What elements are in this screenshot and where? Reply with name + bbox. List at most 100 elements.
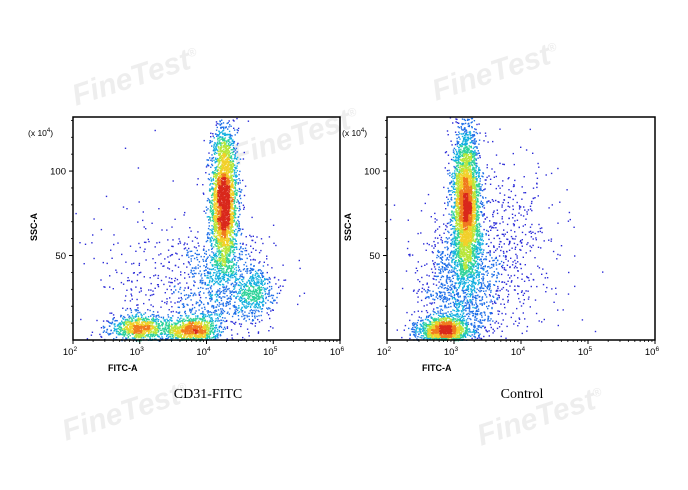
data-point — [206, 164, 208, 167]
data-point — [193, 275, 195, 278]
data-point — [199, 265, 201, 268]
data-point — [133, 332, 136, 334]
data-point — [216, 201, 218, 203]
data-point — [182, 326, 184, 328]
data-point — [128, 329, 130, 331]
data-point — [210, 329, 212, 332]
data-point — [235, 263, 237, 266]
data-point — [188, 256, 190, 258]
data-point — [149, 332, 152, 334]
data-point — [204, 336, 206, 338]
data-point — [244, 290, 246, 292]
data-point — [216, 227, 218, 229]
data-point — [208, 314, 210, 316]
data-point — [229, 164, 231, 166]
data-point — [195, 315, 197, 317]
data-point — [221, 172, 223, 174]
data-point — [206, 233, 208, 236]
data-point — [126, 325, 128, 327]
data-point — [250, 251, 253, 253]
data-point — [199, 313, 202, 315]
data-point — [219, 259, 221, 261]
data-point — [223, 152, 225, 154]
data-point — [232, 196, 234, 199]
data-point — [177, 322, 179, 325]
data-point — [230, 269, 233, 271]
data-point — [227, 149, 229, 151]
data-point — [116, 320, 118, 322]
data-point — [131, 281, 133, 283]
data-point — [232, 208, 234, 210]
data-point — [233, 295, 235, 297]
data-point — [221, 242, 223, 244]
data-point — [220, 126, 222, 129]
data-point — [268, 276, 271, 279]
data-point — [136, 324, 138, 326]
data-point — [136, 318, 138, 321]
data-point — [126, 331, 128, 333]
data-point — [218, 257, 220, 260]
data-point — [206, 277, 208, 279]
data-point — [238, 203, 240, 205]
data-point — [160, 253, 162, 255]
data-point — [206, 272, 209, 274]
data-point — [130, 331, 132, 334]
data-point — [216, 196, 218, 199]
data-point — [226, 150, 229, 152]
data-point — [150, 329, 152, 332]
data-point — [222, 155, 225, 158]
data-point — [272, 327, 274, 329]
data-point — [196, 322, 198, 324]
data-point — [216, 149, 219, 152]
data-point — [233, 220, 235, 223]
data-point — [221, 303, 223, 305]
data-point — [217, 293, 219, 296]
data-point — [201, 331, 204, 334]
data-point — [256, 280, 258, 282]
data-point — [166, 324, 168, 326]
data-point — [75, 212, 77, 215]
data-point — [217, 141, 219, 143]
data-point — [232, 186, 234, 189]
data-point — [128, 279, 130, 282]
data-point — [259, 292, 262, 294]
data-point — [200, 286, 202, 289]
data-point — [231, 242, 234, 245]
data-point — [154, 274, 157, 276]
data-point — [227, 122, 229, 124]
data-point — [168, 261, 170, 263]
data-point — [201, 321, 203, 323]
data-point — [170, 317, 172, 319]
data-point — [227, 143, 230, 145]
data-point — [234, 280, 236, 283]
data-point — [209, 211, 212, 213]
data-point — [121, 328, 123, 330]
data-point — [238, 256, 241, 258]
data-point — [188, 262, 190, 264]
data-point — [147, 332, 150, 334]
data-point — [107, 320, 109, 323]
data-point — [263, 261, 265, 263]
data-point — [187, 273, 190, 276]
data-point — [154, 338, 156, 340]
data-point — [232, 194, 235, 196]
data-point — [203, 139, 205, 142]
data-point — [144, 321, 146, 323]
data-point — [155, 316, 157, 318]
data-point — [169, 330, 171, 333]
data-point — [143, 331, 146, 333]
data-point — [222, 238, 224, 240]
data-point — [211, 318, 213, 321]
data-point — [136, 334, 138, 337]
data-point — [157, 334, 159, 336]
data-point — [219, 257, 222, 259]
data-point — [230, 203, 232, 205]
data-point — [233, 127, 235, 129]
data-point — [257, 332, 260, 334]
data-point — [211, 304, 213, 307]
data-point — [218, 331, 221, 333]
data-point — [228, 231, 230, 233]
data-point — [263, 300, 265, 303]
data-point — [231, 194, 234, 196]
data-point — [237, 265, 240, 267]
